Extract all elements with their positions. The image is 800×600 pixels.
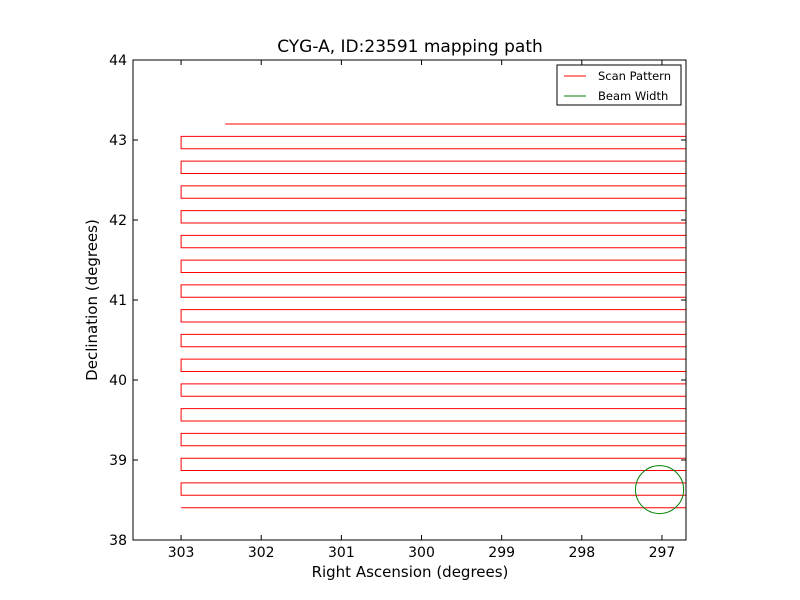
legend: Scan Pattern Beam Width [556,64,682,106]
legend-box [556,64,682,106]
axis-ticks: 303 302 301 300 299 298 297 38 39 40 41 42 43 44 [109,53,686,561]
y-tick-label: 42 [109,213,127,229]
x-axis-label: Right Ascension (degrees) [312,563,509,581]
y-tick-label: 38 [109,533,127,549]
beam-width-series [635,465,685,515]
legend-label-beam-width: Beam Width [598,89,668,103]
x-tick-label: 299 [488,545,515,561]
y-tick-label: 39 [109,453,127,469]
y-tick-label: 43 [109,133,127,149]
plot-frame [132,59,687,541]
x-tick-label: 302 [248,545,275,561]
scan-pattern-line [180,123,687,509]
x-tick-label: 300 [408,545,435,561]
scan-pattern-series [180,123,687,509]
x-tick-label: 298 [568,545,595,561]
x-tick-label: 297 [649,545,676,561]
x-tick-label: 303 [168,545,195,561]
y-tick-label: 41 [109,293,127,309]
chart-title: CYG-A, ID:23591 mapping path [277,37,543,57]
y-axis-label: Declination (degrees) [83,219,101,381]
y-tick-label: 44 [109,53,127,69]
legend-label-scan-pattern: Scan Pattern [598,69,671,83]
beam-width-circle [635,465,685,515]
y-tick-label: 40 [109,373,127,389]
x-tick-label: 301 [328,545,355,561]
